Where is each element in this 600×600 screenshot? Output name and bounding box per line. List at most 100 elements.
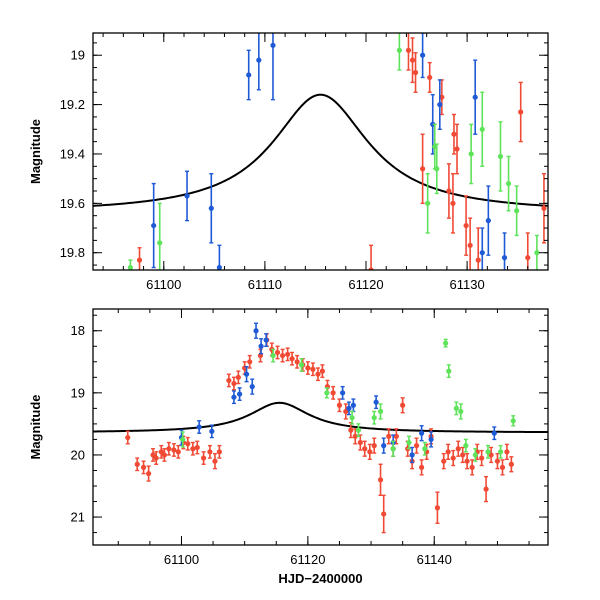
data-point-red-59 xyxy=(434,491,441,524)
top-panel: 61100 61110 61120 61130 19 19.2 19.4 19.6 19.8 Ma… xyxy=(28,32,549,292)
data-marker xyxy=(263,337,269,343)
data-point-red-63 xyxy=(455,440,461,457)
data-marker xyxy=(185,441,191,447)
data-point-blue-5 xyxy=(256,33,262,91)
data-point-red-10 xyxy=(450,173,456,234)
model-curve xyxy=(93,93,548,207)
data-marker xyxy=(134,461,140,467)
data-marker xyxy=(336,402,343,408)
data-point-red-2 xyxy=(140,460,147,475)
data-marker xyxy=(469,464,475,470)
data-point-red-1 xyxy=(420,133,426,205)
data-point-green-14 xyxy=(458,403,464,420)
data-marker xyxy=(441,458,447,464)
data-point-red-5 xyxy=(427,61,433,93)
data-marker xyxy=(127,264,134,270)
data-marker xyxy=(434,166,440,172)
data-marker xyxy=(180,436,186,443)
series-red xyxy=(136,33,547,270)
y-tick-label: 21 xyxy=(71,510,85,525)
y-tick-label: 20 xyxy=(71,447,85,462)
data-marker xyxy=(497,153,504,160)
data-marker xyxy=(463,443,469,449)
data-marker xyxy=(472,452,478,458)
data-marker xyxy=(146,470,152,477)
data-marker xyxy=(298,362,305,368)
data-point-red-16 xyxy=(207,444,213,459)
data-marker xyxy=(406,439,412,446)
data-point-red-48 xyxy=(381,494,387,534)
data-point-red-14 xyxy=(518,81,524,143)
data-point-blue-2 xyxy=(209,424,215,439)
data-marker xyxy=(212,458,218,464)
data-point-red-56 xyxy=(419,459,425,476)
data-marker xyxy=(443,340,449,346)
data-marker xyxy=(357,439,363,446)
data-marker xyxy=(405,47,412,53)
data-marker xyxy=(125,434,131,441)
data-point-green-19 xyxy=(510,415,516,427)
data-marker xyxy=(541,205,547,211)
data-marker xyxy=(151,222,157,229)
series-blue xyxy=(151,33,508,270)
data-point-red-38 xyxy=(330,385,336,400)
data-point-blue-12 xyxy=(485,185,491,256)
data-point-red-34 xyxy=(310,362,316,377)
data-marker xyxy=(274,349,281,356)
data-point-blue-7 xyxy=(253,322,259,339)
data-point-blue-6 xyxy=(270,33,276,101)
data-marker xyxy=(381,511,387,517)
data-point-red-14 xyxy=(194,440,200,455)
x-tick-label: 61120 xyxy=(290,552,325,567)
y-tick-label: 19 xyxy=(71,385,85,400)
data-point-red-15 xyxy=(200,451,207,465)
tick-marks xyxy=(93,33,549,270)
x-tick-label: 61120 xyxy=(348,277,383,292)
data-marker xyxy=(226,377,232,384)
data-marker xyxy=(508,461,514,467)
data-marker xyxy=(196,424,202,430)
data-point-red-16 xyxy=(541,173,547,244)
data-marker xyxy=(171,447,177,453)
data-point-blue-4 xyxy=(246,49,252,101)
data-point-red-3 xyxy=(409,37,416,84)
data-point-red-23 xyxy=(247,354,253,369)
data-marker xyxy=(140,464,147,470)
data-marker xyxy=(371,415,377,421)
data-point-red-44 xyxy=(362,440,368,457)
data-point-red-31 xyxy=(294,354,300,369)
data-point-green-1 xyxy=(270,348,276,363)
data-marker xyxy=(514,208,520,214)
data-point-green-2 xyxy=(425,173,431,234)
data-point-green-0 xyxy=(157,202,163,270)
data-point-red-3 xyxy=(146,465,152,482)
data-marker xyxy=(467,242,473,248)
data-point-red-13 xyxy=(190,441,196,456)
data-point-blue-10 xyxy=(340,385,346,400)
data-marker xyxy=(377,477,384,483)
data-marker xyxy=(348,427,354,433)
data-marker xyxy=(434,505,441,511)
data-point-red-2 xyxy=(405,33,412,71)
data-point-red-52 xyxy=(400,397,406,414)
data-marker xyxy=(289,356,295,362)
data-point-red-71 xyxy=(494,453,501,470)
data-marker xyxy=(455,446,461,452)
model-curve xyxy=(93,401,548,434)
data-marker xyxy=(451,131,457,137)
data-marker xyxy=(330,390,336,396)
data-marker xyxy=(243,371,250,377)
data-point-red-20 xyxy=(231,376,237,391)
data-point-green-13 xyxy=(453,401,459,416)
data-marker xyxy=(445,449,451,455)
data-point-green-6 xyxy=(371,410,377,425)
data-marker xyxy=(190,446,196,452)
data-point-red-69 xyxy=(483,475,489,503)
plot-frame xyxy=(92,32,549,271)
data-point-red-39 xyxy=(336,398,343,413)
data-point-green-6 xyxy=(479,91,485,168)
data-point-green-8 xyxy=(505,155,512,212)
data-point-red-7 xyxy=(451,113,457,155)
data-marker xyxy=(491,430,497,436)
data-point-green-5 xyxy=(468,123,474,185)
